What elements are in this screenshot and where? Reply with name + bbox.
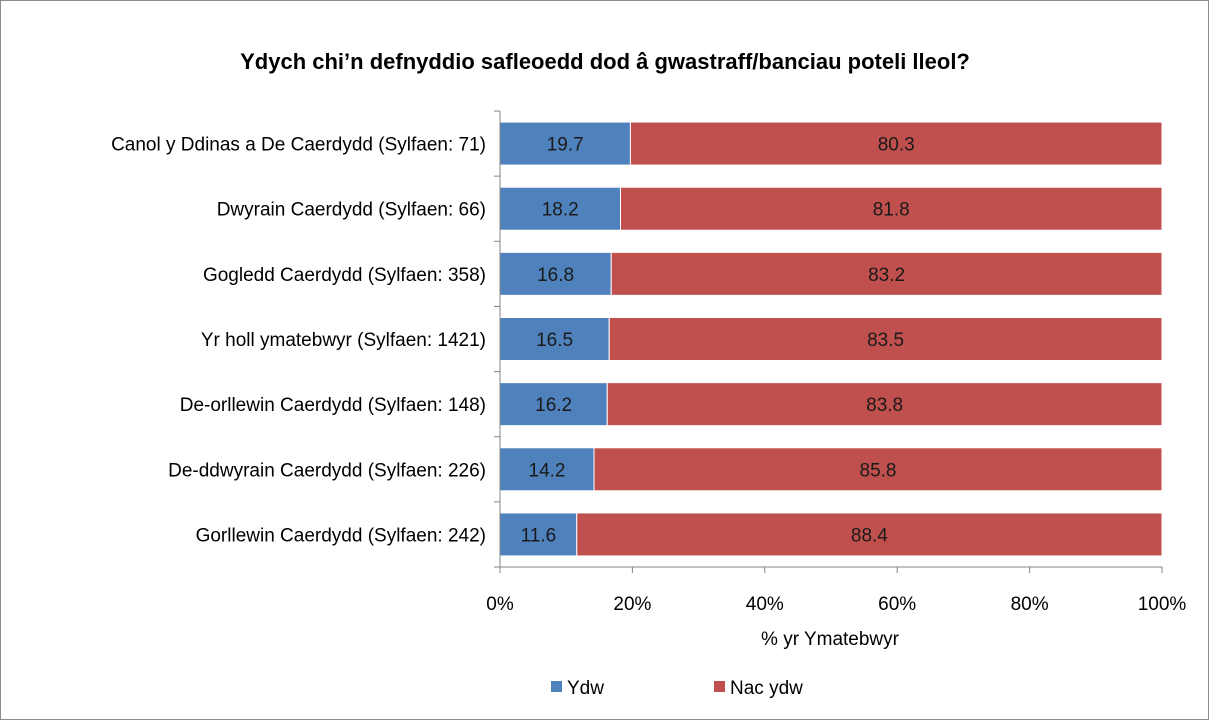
bar-nac-ydw-6 xyxy=(576,512,1163,557)
bar-nac-ydw-0 xyxy=(629,121,1163,166)
category-label: Dwyrain Caerdydd (Sylfaen: 66) xyxy=(217,200,486,221)
legend-swatch-nac-ydw xyxy=(714,681,725,692)
data-label-ydw-0: 19.7 xyxy=(547,135,584,156)
category-label: Gogledd Caerdydd (Sylfaen: 358) xyxy=(203,265,486,286)
data-label-ydw-2: 16.8 xyxy=(537,265,574,286)
data-label-nac-ydw-2: 83.2 xyxy=(868,265,905,286)
legend-swatch-ydw xyxy=(551,681,562,692)
data-label-nac-ydw-5: 85.8 xyxy=(860,460,897,481)
data-label-ydw-5: 14.2 xyxy=(529,460,566,481)
legend-label-nac-ydw: Nac ydw xyxy=(730,678,803,699)
category-label: De-ddwyrain Caerdydd (Sylfaen: 226) xyxy=(168,460,486,481)
bar-nac-ydw-2 xyxy=(610,251,1163,296)
x-tick-label: 80% xyxy=(1011,594,1049,615)
data-label-nac-ydw-3: 83.5 xyxy=(867,330,904,351)
labels-group: 19.7 80.3 Canol y Ddinas a De Caerdydd (Sy… xyxy=(111,135,915,547)
x-tick-label: 40% xyxy=(746,594,784,615)
data-label-ydw-6: 11.6 xyxy=(521,525,557,546)
category-label: Canol y Ddinas a De Caerdydd (Sylfaen: 7… xyxy=(111,135,486,156)
data-label-nac-ydw-0: 80.3 xyxy=(878,135,915,156)
axes-group: 0% 20% 40% 60% 80% 100% xyxy=(486,110,1187,615)
bar-ydw-3 xyxy=(499,317,610,361)
bar-ydw-0 xyxy=(499,121,631,166)
data-label-nac-ydw-6: 88.4 xyxy=(851,525,888,546)
legend: Ydw Nac ydw xyxy=(551,678,803,699)
category-label: Yr holl ymatebwyr (Sylfaen: 1421) xyxy=(201,330,486,351)
x-tick-label: 0% xyxy=(486,594,514,615)
data-label-ydw-4: 16.2 xyxy=(535,395,572,416)
category-label: Gorllewin Caerdydd (Sylfaen: 242) xyxy=(196,525,486,546)
x-tick-label: 100% xyxy=(1138,594,1187,615)
bar-ydw-1 xyxy=(499,186,621,231)
data-label-nac-ydw-4: 83.8 xyxy=(866,395,903,416)
bar-ydw-2 xyxy=(499,251,612,296)
bar-nac-ydw-5 xyxy=(593,447,1163,492)
x-axis-title: % yr Ymatebwyr xyxy=(761,629,900,650)
x-tick-label: 20% xyxy=(613,594,651,615)
chart-title: Ydych chi’n defnyddio safleoedd dod â gw… xyxy=(240,49,970,74)
bar-nac-ydw-1 xyxy=(619,186,1163,231)
bar-ydw-6 xyxy=(499,512,578,557)
bar-nac-ydw-3 xyxy=(608,317,1163,361)
bar-nac-ydw-4 xyxy=(606,382,1163,427)
x-tick-label: 60% xyxy=(878,594,916,615)
bars-group xyxy=(499,121,1163,557)
data-label-ydw-3: 16.5 xyxy=(536,330,573,351)
data-label-ydw-1: 18.2 xyxy=(542,200,579,221)
data-label-nac-ydw-1: 81.8 xyxy=(873,200,910,221)
legend-label-ydw: Ydw xyxy=(567,678,604,699)
category-label: De-orllewin Caerdydd (Sylfaen: 148) xyxy=(180,395,486,416)
